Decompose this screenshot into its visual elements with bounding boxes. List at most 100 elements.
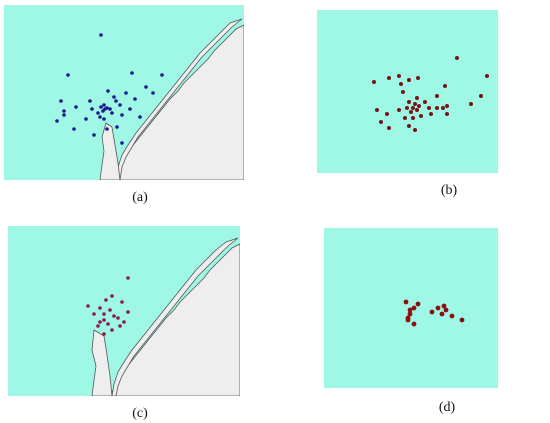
dot-b-2 (372, 80, 376, 84)
dot-d-1 (415, 301, 421, 307)
dot-b-13 (411, 106, 415, 110)
dot-b-15 (409, 110, 413, 114)
dot-a-10 (99, 105, 103, 109)
dot-c-12 (106, 322, 110, 326)
dot-b-11 (407, 100, 411, 104)
dot-b-28 (407, 124, 411, 128)
dot-a-20 (120, 113, 124, 117)
dot-c-10 (102, 318, 106, 322)
dot-a-7 (59, 99, 63, 103)
dot-b-12 (413, 102, 417, 106)
dot-b-23 (479, 94, 483, 98)
dot-c-18 (92, 312, 96, 316)
dot-c-15 (110, 328, 114, 332)
dot-b-7 (416, 76, 420, 80)
dot-a-29 (120, 141, 124, 145)
dot-c-7 (102, 312, 106, 316)
dot-a-14 (101, 109, 105, 113)
dot-b-27 (379, 120, 383, 124)
dot-a-9 (102, 103, 106, 107)
dot-a-3 (160, 73, 164, 77)
dot-a-4 (106, 89, 110, 93)
panel-c (8, 226, 240, 396)
dot-c-9 (116, 316, 120, 320)
dot-a-23 (138, 115, 142, 119)
dot-a-2 (130, 71, 134, 75)
dot-c-16 (102, 332, 106, 336)
map-b (317, 10, 498, 173)
dot-a-35 (128, 107, 132, 111)
dot-d-13 (459, 317, 465, 323)
dot-a-5 (124, 91, 128, 95)
dot-d-6 (405, 317, 411, 323)
dot-a-19 (62, 109, 66, 113)
dot-d-8 (435, 305, 441, 311)
dot-b-26 (375, 108, 379, 112)
dot-a-16 (118, 103, 122, 107)
dot-a-33 (110, 111, 114, 115)
panel-b (317, 10, 498, 173)
dot-b-10 (415, 96, 419, 100)
panel-a (4, 5, 244, 180)
dot-b-20 (435, 106, 439, 110)
dot-b-31 (419, 114, 423, 118)
dot-c-17 (126, 310, 130, 314)
dot-b-6 (407, 78, 411, 82)
dot-d-7 (441, 303, 447, 309)
dot-d-0 (403, 299, 409, 305)
dot-b-25 (435, 94, 439, 98)
dot-a-0 (99, 33, 103, 37)
dot-b-17 (415, 108, 419, 112)
dot-b-29 (413, 128, 417, 132)
dot-b-22 (445, 112, 449, 116)
dot-b-36 (411, 116, 415, 120)
dot-b-33 (385, 112, 389, 116)
dots-c (86, 276, 130, 336)
dot-c-8 (112, 314, 116, 318)
dots-d (403, 299, 465, 327)
map-c (8, 226, 240, 396)
dot-a-28 (105, 127, 109, 131)
caption-a: (a) (132, 190, 148, 205)
dot-c-0 (126, 276, 130, 280)
caption-c: (c) (132, 406, 148, 421)
dot-b-14 (405, 106, 409, 110)
dot-c-13 (118, 324, 122, 328)
dot-b-4 (397, 74, 401, 78)
dot-a-13 (108, 107, 112, 111)
dot-b-1 (485, 74, 489, 78)
dot-d-2 (411, 305, 417, 311)
dot-c-5 (98, 306, 102, 310)
barrier-island-a (115, 18, 243, 180)
dot-a-6 (88, 99, 92, 103)
dot-b-32 (429, 112, 433, 116)
caption-b: (b) (440, 183, 458, 198)
dot-b-18 (417, 104, 421, 108)
dot-d-11 (439, 311, 445, 317)
dot-a-12 (105, 106, 109, 110)
dot-b-37 (445, 104, 449, 108)
dot-d-12 (449, 313, 455, 319)
dot-d-3 (407, 307, 413, 313)
dot-b-19 (427, 106, 431, 110)
dot-c-6 (108, 308, 112, 312)
peninsula-c (91, 329, 113, 396)
dot-d-4 (407, 311, 413, 317)
dot-c-3 (120, 300, 124, 304)
caption-d: (d) (438, 400, 456, 415)
barrier-island-c (111, 237, 239, 396)
map-a (4, 5, 244, 180)
dot-a-27 (115, 125, 119, 129)
peninsula-a (99, 122, 121, 180)
dot-b-16 (403, 116, 407, 120)
dot-a-1 (66, 73, 70, 77)
dot-a-17 (133, 97, 137, 101)
dot-a-8 (114, 99, 118, 103)
dot-c-1 (110, 294, 114, 298)
map-d (324, 228, 498, 388)
dot-a-34 (98, 115, 102, 119)
dot-b-0 (455, 56, 459, 60)
dot-c-2 (104, 298, 108, 302)
dot-d-9 (443, 307, 449, 313)
dot-a-37 (112, 95, 116, 99)
